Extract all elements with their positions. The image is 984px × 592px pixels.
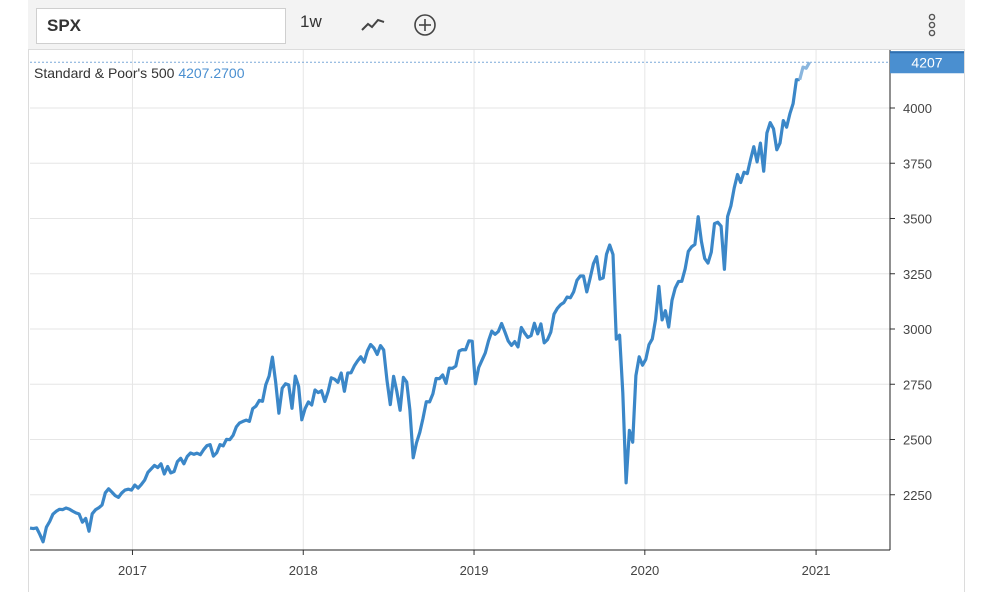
y-tick-label: 2250 (903, 488, 932, 503)
symbol-input[interactable] (36, 8, 286, 44)
x-tick-label: 2017 (118, 563, 147, 578)
y-tick-label: 3250 (903, 267, 932, 282)
spx-series-latest-segment (798, 61, 811, 81)
plus-circle-icon[interactable] (413, 13, 437, 37)
y-tick-label: 3500 (903, 212, 932, 227)
vertical-dots-icon[interactable] (924, 12, 940, 38)
line-chart-icon[interactable] (360, 16, 386, 34)
y-tick-label: 2750 (903, 377, 932, 392)
period-button[interactable]: 1w (300, 12, 322, 31)
series-name: Standard & Poor's 500 (34, 65, 175, 81)
last-price-badge (890, 51, 964, 74)
y-tick-label: 2500 (903, 433, 932, 448)
x-tick-label: 2018 (289, 563, 318, 578)
last-price-badge-label: 4207 (911, 54, 942, 70)
y-tick-label: 3750 (903, 156, 932, 171)
chart-frame (28, 0, 965, 592)
x-tick-label: 2019 (460, 563, 489, 578)
series-legend: Standard & Poor's 500 4207.2700 (34, 65, 245, 81)
last-price-badge-edge (890, 51, 964, 54)
series-last-value: 4207.2700 (178, 65, 245, 81)
x-tick-label: 2021 (802, 563, 831, 578)
y-tick-label: 4000 (903, 101, 932, 116)
y-tick-label: 3000 (903, 322, 932, 337)
spx-series-line (29, 78, 800, 544)
x-tick-label: 2020 (630, 563, 659, 578)
